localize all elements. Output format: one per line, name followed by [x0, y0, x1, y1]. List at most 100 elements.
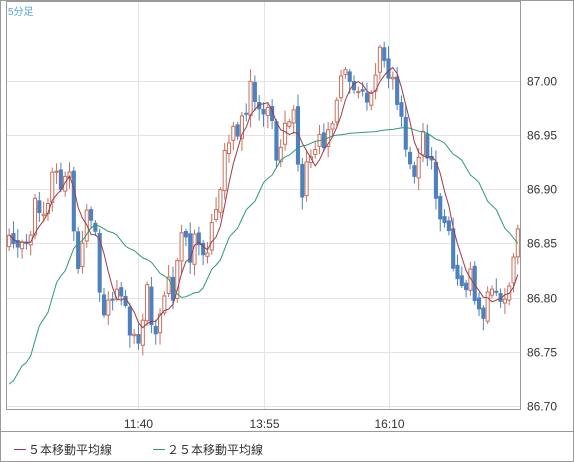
candle-body-down: [442, 216, 447, 224]
candle-body-up: [7, 234, 12, 248]
candle-body-down: [408, 151, 413, 165]
candle: [244, 103, 249, 122]
candle-body-down: [364, 92, 370, 103]
y-tick-label: 86.85: [527, 237, 557, 251]
candle: [222, 143, 227, 200]
candle-body-up: [283, 122, 288, 145]
candle-body-up: [369, 92, 374, 106]
y-axis: 86.70 86.75 86.80 86.85 86.90 86.95 87.00: [527, 75, 557, 414]
candle-body-up: [20, 241, 25, 250]
candle-body-down: [464, 282, 469, 291]
candle: [489, 285, 495, 299]
x-tick-label: 16:10: [374, 417, 404, 431]
y-tick-label: 86.80: [527, 292, 557, 306]
candle-body-down: [360, 89, 365, 92]
candle-body-up: [339, 75, 344, 99]
x-tick-label: 11:40: [124, 417, 153, 431]
candle-body-down: [153, 325, 158, 335]
candle-body-up: [166, 276, 171, 295]
candle: [494, 278, 499, 297]
candle-body-up: [67, 171, 72, 179]
candle: [110, 292, 115, 311]
candle: [334, 97, 339, 126]
candle-body-down: [274, 121, 279, 161]
candle-body-down: [235, 124, 240, 137]
legend-item: ５本移動平均線: [14, 442, 112, 457]
candle-body-down: [295, 106, 301, 165]
candle-body-up: [330, 123, 335, 130]
legend: ５本移動平均線 ２５本移動平均線: [14, 442, 263, 457]
candle-body-down: [476, 297, 482, 310]
x-axis: 11:40 13:55 16:10: [124, 417, 405, 431]
candle-body-up: [231, 125, 236, 141]
candle-body-down: [101, 294, 107, 316]
candle: [408, 146, 413, 170]
candle: [7, 228, 12, 252]
candle: [476, 292, 482, 317]
candle-body-down: [76, 231, 81, 269]
candle: [287, 118, 292, 129]
candle-body-up: [162, 295, 167, 314]
candle: [15, 229, 20, 258]
candle-body-down: [127, 306, 132, 336]
candle-body-down: [71, 170, 76, 232]
candle: [412, 161, 417, 184]
candle-body-up: [106, 299, 111, 316]
candle-body-down: [425, 133, 430, 159]
candle: [343, 66, 348, 79]
candles: [7, 41, 520, 356]
candle-body-down: [97, 232, 102, 293]
candle: [455, 254, 460, 286]
candle: [313, 142, 318, 159]
candle-body-down: [412, 165, 417, 177]
candle: [166, 264, 171, 297]
candle: [438, 192, 443, 232]
candle-body-down: [494, 290, 499, 293]
candle-body-down: [58, 169, 63, 190]
moving-averages: [8, 66, 519, 385]
candle: [37, 191, 42, 222]
candle: [261, 102, 266, 127]
candle: [71, 166, 76, 242]
x-tick-label: 13:55: [249, 417, 279, 431]
candle-body-down: [347, 71, 352, 82]
candle-body-up: [41, 213, 46, 217]
candle: [179, 224, 184, 274]
candle: [252, 75, 257, 111]
candle: [416, 148, 421, 191]
candle-body-down: [446, 220, 451, 232]
candle-body-down: [300, 163, 305, 198]
candle-body-up: [304, 161, 309, 197]
candle: [235, 121, 240, 140]
candle: [239, 111, 244, 151]
candle: [472, 261, 477, 305]
candle-body-down: [438, 195, 443, 220]
candle-body-down: [11, 233, 16, 245]
candle: [54, 163, 59, 184]
candle-body-up: [179, 232, 184, 262]
candle: [153, 319, 158, 345]
y-tick-label: 86.90: [527, 183, 557, 197]
candle-body-down: [188, 233, 193, 263]
candle: [76, 227, 81, 274]
candle-body-up: [248, 80, 253, 117]
candle-body-down: [459, 275, 464, 287]
candle-body-up: [32, 197, 38, 236]
candle: [502, 288, 507, 314]
candle-body-down: [136, 334, 141, 344]
y-tick-label: 86.75: [527, 346, 557, 360]
candle: [265, 103, 270, 129]
candle: [390, 71, 395, 90]
candle-body-down: [149, 286, 154, 326]
candle: [464, 279, 469, 298]
candle: [300, 157, 305, 210]
candle-body-down: [403, 116, 408, 150]
candle: [226, 134, 232, 163]
candle: [132, 328, 137, 344]
candle: [32, 193, 38, 240]
plot-area-border: [6, 1, 521, 410]
candle: [399, 95, 404, 128]
candle-body-up: [287, 121, 292, 127]
candle-body-up: [209, 222, 214, 251]
candle: [218, 187, 223, 219]
